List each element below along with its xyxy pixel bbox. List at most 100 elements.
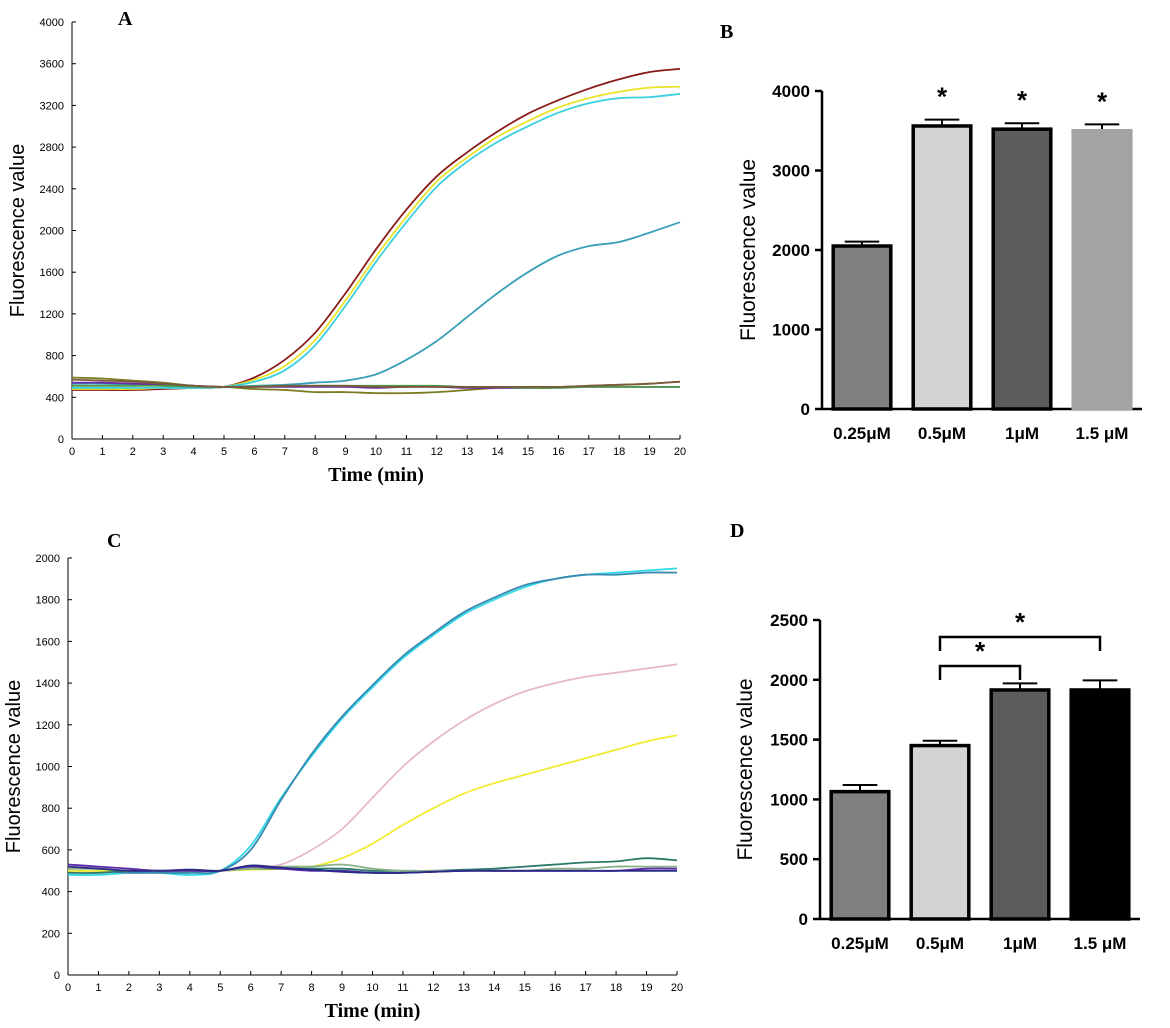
x-tick-label: 12 <box>431 446 443 458</box>
x-tick-label: 3 <box>156 982 162 994</box>
x-tick-label: 15 <box>519 982 531 994</box>
series-line-brown <box>71 378 681 388</box>
y-tick-label: 0 <box>54 970 60 982</box>
significance-star: * <box>937 82 948 112</box>
x-tick-label: 12 <box>427 982 439 994</box>
series-line-teal <box>71 221 681 388</box>
x-tick-label: 20 <box>674 446 686 458</box>
panel-label: D <box>730 520 744 542</box>
x-tick-label: 13 <box>461 446 473 458</box>
y-tick-label: 0 <box>799 910 808 929</box>
series-line-dark-red <box>72 68 681 391</box>
x-tick-label: 17 <box>580 982 592 994</box>
category-label: 0.25μM <box>833 424 891 443</box>
y-tick-label: 400 <box>46 392 64 404</box>
x-tick-label: 10 <box>370 446 382 458</box>
bar-2 <box>909 743 971 921</box>
x-tick-label: 17 <box>583 446 595 458</box>
y-tick-label: 2000 <box>772 241 810 260</box>
x-tick-label: 10 <box>366 982 378 994</box>
x-tick-label: 19 <box>640 982 652 994</box>
bar-4 <box>1069 688 1131 921</box>
y-tick-label: 1200 <box>40 309 64 321</box>
y-tick-label: 2000 <box>40 226 64 238</box>
category-label: 0.5μM <box>916 934 964 953</box>
bar-4 <box>1071 129 1133 411</box>
x-tick-label: 6 <box>251 446 257 458</box>
y-tick-label: 0 <box>801 400 810 419</box>
category-label: 1.5 μM <box>1074 934 1127 953</box>
panel-b-bar-chart: 0 1000 2000 3000 4000 0.25μM 0.5μM * 1μM * 1.5 μM *… <box>720 21 1142 443</box>
x-tick-label: 13 <box>458 982 470 994</box>
y-tick-label: 2400 <box>40 184 64 196</box>
y-axis-label: Fluorescence value <box>3 680 25 853</box>
x-tick-label: 8 <box>309 982 315 994</box>
y-tick-label: 500 <box>780 850 808 869</box>
x-tick-label: 2 <box>126 982 132 994</box>
x-tick-label: 5 <box>221 446 227 458</box>
y-axis-label: Fluorescence value <box>737 159 760 341</box>
series-line-cyan <box>72 93 681 389</box>
category-label: 1μM <box>1003 934 1037 953</box>
x-tick-label: 11 <box>401 446 412 458</box>
y-tick-label: 1000 <box>772 321 810 340</box>
y-tick-label: 1000 <box>36 762 60 774</box>
bar-1 <box>829 789 891 921</box>
x-tick-label: 15 <box>522 446 534 458</box>
y-tick-label: 1600 <box>40 267 64 279</box>
series-line-teal-blue <box>67 571 678 875</box>
x-tick-label: 3 <box>160 446 166 458</box>
significance-star: * <box>1097 86 1108 116</box>
y-tick-label: 2500 <box>770 611 808 630</box>
y-tick-label: 3000 <box>772 162 810 181</box>
x-tick-label: 7 <box>282 446 288 458</box>
series-line-cyan <box>67 567 678 876</box>
x-tick-label: 5 <box>217 982 223 994</box>
x-tick-label: 18 <box>613 446 625 458</box>
y-tick-label: 2800 <box>40 142 64 154</box>
panel-d-bar-chart: 0 500 1000 1500 2000 2500 0.25μM 0.5μM 1μM 1.5 μM… <box>730 520 1140 953</box>
x-tick-label: 6 <box>248 982 254 994</box>
x-tick-label: 14 <box>491 446 503 458</box>
y-tick-label: 600 <box>42 845 60 857</box>
y-tick-label: 1600 <box>36 636 60 648</box>
significance-bracket <box>938 635 1102 651</box>
bar-2 <box>911 124 973 411</box>
bar-3 <box>991 127 1053 411</box>
significance-star: * <box>1015 607 1026 637</box>
x-tick-label: 11 <box>397 982 408 994</box>
x-tick-label: 1 <box>99 446 105 458</box>
significance-star: * <box>1017 85 1028 115</box>
panel-label: C <box>107 530 121 552</box>
bar-3 <box>989 688 1051 921</box>
x-tick-label: 20 <box>671 982 683 994</box>
x-tick-label: 16 <box>552 446 564 458</box>
category-label: 1μM <box>1005 424 1039 443</box>
y-tick-label: 1400 <box>36 678 60 690</box>
y-tick-label: 4000 <box>772 82 810 101</box>
y-tick-label: 1000 <box>770 790 808 809</box>
y-axis-label: Fluorescence value <box>734 678 757 860</box>
y-tick-label: 400 <box>42 887 60 899</box>
x-tick-label: 14 <box>488 982 500 994</box>
y-tick-label: 800 <box>46 351 64 363</box>
x-tick-label: 18 <box>610 982 622 994</box>
panel-a-line-chart: 0 400 800 1200 1600 2000 2400 2800 3200 3600 4000 0… <box>7 8 686 486</box>
category-label: 1.5 μM <box>1076 424 1129 443</box>
y-tick-label: 2000 <box>770 671 808 690</box>
series-line-pink <box>68 663 678 872</box>
x-axis-label: Time (min) <box>328 464 424 486</box>
y-tick-label: 1500 <box>770 731 808 750</box>
x-tick-label: 4 <box>187 982 193 994</box>
x-tick-label: 0 <box>65 982 71 994</box>
category-label: 0.25μM <box>831 934 889 953</box>
y-tick-label: 2000 <box>36 553 60 565</box>
x-tick-label: 8 <box>312 446 318 458</box>
significance-bracket <box>938 664 1022 680</box>
y-tick-label: 800 <box>42 803 60 815</box>
series-line-navy <box>67 864 677 874</box>
x-tick-label: 19 <box>643 446 655 458</box>
category-label: 0.5μM <box>918 424 966 443</box>
x-axis-label: Time (min) <box>325 1000 421 1022</box>
